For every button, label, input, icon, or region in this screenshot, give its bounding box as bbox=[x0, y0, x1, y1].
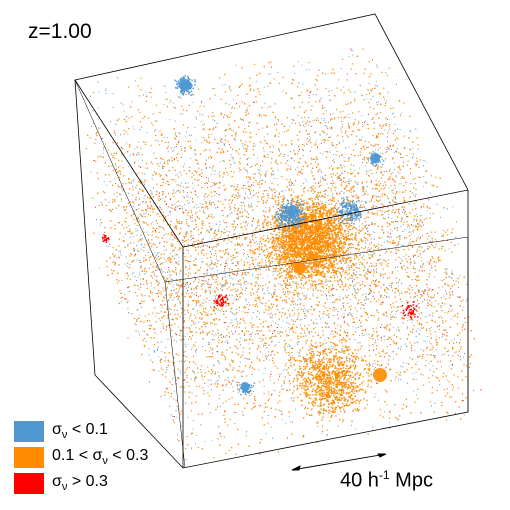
scale-bar bbox=[291, 453, 387, 471]
legend-item-high: σν > 0.3 bbox=[14, 470, 148, 496]
legend-label-low: σν < 0.1 bbox=[52, 420, 108, 442]
particle-field bbox=[85, 48, 482, 460]
legend-swatch-orange bbox=[14, 446, 44, 468]
legend-label-high: σν > 0.3 bbox=[52, 472, 108, 494]
scale-bar-label: 40 h-1 Mpc bbox=[340, 468, 433, 492]
cube-edges bbox=[74, 13, 469, 469]
halo-clusters bbox=[179, 79, 387, 390]
legend-swatch-blue bbox=[14, 420, 44, 442]
legend: σν < 0.1 0.1 < σν < 0.3 σν > 0.3 bbox=[14, 418, 148, 496]
redshift-label: z=1.00 bbox=[28, 20, 92, 43]
legend-swatch-red bbox=[14, 472, 44, 494]
legend-item-mid: 0.1 < σν < 0.3 bbox=[14, 444, 148, 470]
legend-label-mid: 0.1 < σν < 0.3 bbox=[52, 446, 149, 468]
legend-item-low: σν < 0.1 bbox=[14, 418, 148, 444]
